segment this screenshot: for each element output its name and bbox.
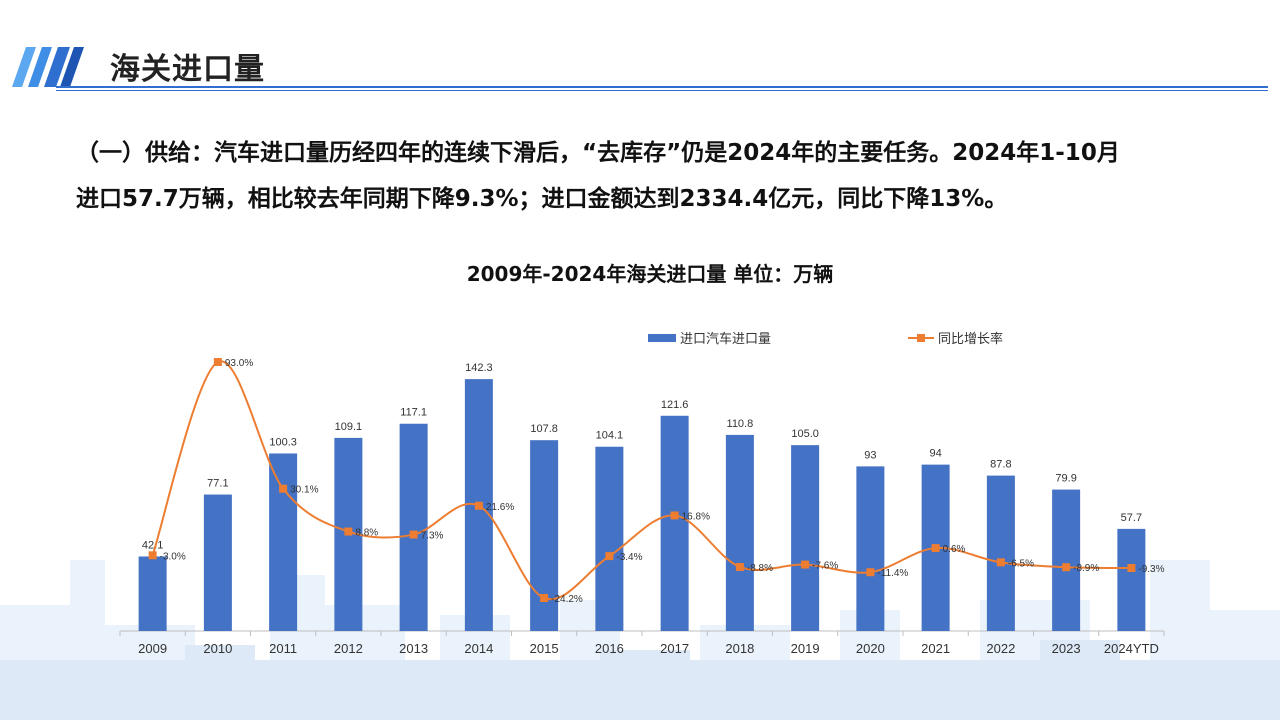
rate-marker-2009 (148, 551, 157, 560)
bar-label-2019: 105.0 (791, 428, 819, 440)
growth-rate-line (151, 360, 1132, 601)
rate-marker-2010 (213, 358, 222, 366)
x-tick-label-2013: 2013 (399, 641, 428, 656)
bar-label-2021: 94 (930, 448, 942, 460)
rate-label-2013: 7.3% (421, 531, 444, 542)
rate-marker-2020 (866, 568, 875, 577)
x-tick-label-2023: 2023 (1052, 641, 1081, 656)
rate-marker-2013 (409, 530, 418, 539)
rate-marker-2021 (931, 544, 940, 553)
rate-marker-2016 (605, 552, 614, 561)
rate-label-2009: -3.0% (160, 551, 186, 562)
rate-label-2015: -24.2% (551, 594, 583, 605)
x-tick-label-2014: 2014 (464, 641, 493, 656)
x-tick-label-2009: 2009 (138, 641, 167, 656)
rate-label-2021: 0.6% (943, 544, 966, 555)
rate-label-2018: -8.8% (747, 563, 773, 574)
bar-label-2022: 87.8 (990, 459, 1011, 471)
rate-label-2024YTD: -9.3% (1138, 564, 1164, 575)
rate-marker-2011 (279, 484, 288, 493)
header-stripes-icon (12, 47, 84, 87)
header-divider-thin (56, 90, 1268, 91)
rate-label-2011: 30.1% (290, 485, 318, 496)
bar-label-2012: 109.1 (335, 421, 363, 433)
summary-line-2: 进口57.7万辆，相比较去年同期下降9.3%；进口金额达到2334.4亿元，同比… (76, 186, 1008, 212)
bar-label-2009: 42.1 (142, 539, 163, 551)
bar-2010 (203, 494, 232, 631)
rate-marker-2017 (670, 511, 679, 520)
bar-label-2014: 142.3 (465, 362, 493, 374)
bar-label-2017: 121.6 (661, 399, 689, 411)
rate-label-2016: -3.4% (616, 552, 642, 563)
bar-label-2020: 93 (864, 449, 876, 461)
bar-label-2010: 77.1 (207, 478, 228, 490)
rate-label-2019: -7.6% (812, 561, 838, 572)
rate-label-2022: -6.5% (1008, 558, 1034, 569)
bar-label-2024YTD: 57.7 (1121, 512, 1142, 524)
x-tick-label-2012: 2012 (334, 641, 363, 656)
bar-2020 (856, 466, 885, 631)
rate-label-2017: 16.8% (682, 511, 710, 522)
x-tick-label-2016: 2016 (595, 641, 624, 656)
bar-2017 (660, 415, 689, 631)
bar-label-2023: 79.9 (1055, 473, 1076, 485)
rate-marker-2014 (474, 501, 483, 510)
x-tick-label-2010: 2010 (203, 641, 232, 656)
bar-2016 (595, 446, 624, 631)
header-divider (56, 86, 1268, 88)
x-tick-label-2019: 2019 (791, 641, 820, 656)
rate-marker-2024YTD (1127, 563, 1136, 572)
bar-2024YTD (1117, 528, 1146, 631)
x-tick-label-2020: 2020 (856, 641, 885, 656)
chart-title: 2009年-2024年海关进口量 单位：万辆 (466, 262, 834, 286)
bar-label-2011: 100.3 (269, 436, 297, 448)
bar-2022 (986, 475, 1015, 631)
x-tick-label-2015: 2015 (530, 641, 559, 656)
page-title: 海关进口量 (110, 52, 265, 87)
bar-2011 (269, 453, 298, 631)
legend-line-marker (917, 334, 925, 342)
bar-2023 (1052, 489, 1081, 631)
x-tick-label-2018: 2018 (725, 641, 754, 656)
bar-label-2018: 110.8 (727, 418, 754, 430)
summary-line-1: （一）供给：汽车进口量历经四年的连续下滑后，“去库存”仍是2024年的主要任务。… (76, 140, 1120, 166)
bar-label-2016: 104.1 (596, 430, 624, 442)
rate-label-2010: 93.0% (225, 358, 253, 369)
bar-label-2015: 107.8 (530, 423, 558, 435)
rate-marker-2012 (344, 527, 353, 536)
legend-bar-label: 进口汽车进口量 (680, 331, 771, 346)
legend-bar-swatch (648, 334, 676, 342)
summary-text: （一）供给：汽车进口量历经四年的连续下滑后，“去库存”仍是2024年的主要任务。… (76, 130, 1256, 222)
bar-2018 (725, 434, 754, 631)
x-tick-label-2024YTD: 2024YTD (1104, 641, 1159, 656)
rate-marker-2015 (540, 594, 549, 602)
bar-2013 (399, 423, 428, 631)
rate-label-2020: -11.4% (877, 568, 908, 579)
rate-label-2012: 8.8% (355, 528, 378, 539)
legend-line-label: 同比增长率 (938, 331, 1003, 346)
x-tick-label-2017: 2017 (660, 641, 689, 656)
rate-marker-2023 (1062, 563, 1071, 572)
rate-marker-2022 (996, 558, 1005, 567)
x-tick-label-2011: 2011 (269, 641, 297, 656)
rate-marker-2018 (735, 562, 744, 571)
x-tick-label-2022: 2022 (986, 641, 1015, 656)
rate-label-2014: 21.6% (486, 502, 514, 513)
bar-label-2013: 117.1 (400, 407, 427, 419)
x-tick-label-2021: 2021 (921, 641, 950, 656)
rate-marker-2019 (801, 560, 810, 569)
rate-label-2023: -8.9% (1073, 563, 1099, 574)
bar-2019 (791, 445, 820, 631)
bar-2009 (138, 556, 167, 631)
